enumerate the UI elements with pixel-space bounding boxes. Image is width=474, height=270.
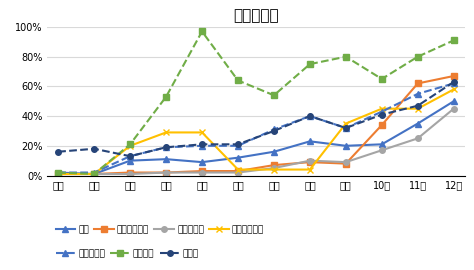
タイ xyxy=(163,157,169,161)
シンガポール xyxy=(271,163,277,167)
インド xyxy=(343,126,349,130)
タイ xyxy=(199,160,205,164)
タイ xyxy=(127,159,133,162)
タイ xyxy=(451,100,456,103)
フィリピン xyxy=(451,82,456,85)
Line: インドネシア: インドネシア xyxy=(55,87,456,177)
Line: インド: インド xyxy=(55,79,456,159)
マレーシア xyxy=(163,171,169,174)
ベトナム xyxy=(127,143,133,146)
インド xyxy=(199,143,205,146)
フィリピン xyxy=(91,171,97,174)
フィリピン xyxy=(415,92,420,95)
タイ xyxy=(55,171,61,174)
シンガポール xyxy=(199,170,205,173)
Line: ベトナム: ベトナム xyxy=(55,29,456,177)
マレーシア xyxy=(91,172,97,176)
インド xyxy=(379,113,385,116)
フィリピン xyxy=(379,110,385,113)
ベトナム xyxy=(163,95,169,99)
タイ xyxy=(379,143,385,146)
Title: 東南アジア: 東南アジア xyxy=(233,8,279,23)
マレーシア xyxy=(451,107,456,110)
シンガポール xyxy=(127,171,133,174)
マレーシア xyxy=(343,160,349,164)
ベトナム xyxy=(55,171,61,174)
インドネシア xyxy=(343,122,349,125)
タイ xyxy=(307,140,313,143)
Line: タイ: タイ xyxy=(55,99,456,177)
インドネシア xyxy=(199,131,205,134)
インドネシア xyxy=(163,131,169,134)
インドネシア xyxy=(235,168,241,171)
インド xyxy=(91,147,97,150)
インド xyxy=(163,146,169,149)
ベトナム xyxy=(415,55,420,58)
シンガポール xyxy=(307,160,313,164)
タイ xyxy=(415,122,420,125)
インド xyxy=(127,154,133,158)
マレーシア xyxy=(307,159,313,162)
マレーシア xyxy=(55,172,61,176)
フィリピン xyxy=(343,126,349,130)
Line: シンガポール: シンガポール xyxy=(55,73,456,177)
インド xyxy=(415,104,420,107)
シンガポール xyxy=(415,82,420,85)
マレーシア xyxy=(199,171,205,174)
マレーシア xyxy=(379,148,385,152)
シンガポール xyxy=(235,170,241,173)
フィリピン xyxy=(163,146,169,149)
ベトナム xyxy=(199,30,205,33)
マレーシア xyxy=(271,166,277,170)
ベトナム xyxy=(91,172,97,176)
フィリピン xyxy=(127,154,133,158)
インド xyxy=(451,80,456,84)
タイ xyxy=(91,172,97,176)
インドネシア xyxy=(127,144,133,147)
ベトナム xyxy=(379,77,385,80)
インド xyxy=(271,129,277,133)
ベトナム xyxy=(451,39,456,42)
フィリピン xyxy=(199,144,205,147)
Line: マレーシア: マレーシア xyxy=(55,106,456,177)
インドネシア xyxy=(415,107,420,110)
フィリピン xyxy=(271,128,277,131)
インド xyxy=(55,150,61,153)
インドネシア xyxy=(91,172,97,176)
ベトナム xyxy=(307,62,313,66)
マレーシア xyxy=(235,171,241,174)
シンガポール xyxy=(163,171,169,174)
シンガポール xyxy=(451,74,456,78)
ベトナム xyxy=(271,94,277,97)
インドネシア xyxy=(379,107,385,110)
ベトナム xyxy=(235,79,241,82)
インドネシア xyxy=(55,172,61,176)
インド xyxy=(235,143,241,146)
ベトナム xyxy=(343,55,349,58)
シンガポール xyxy=(91,172,97,176)
タイ xyxy=(343,144,349,147)
シンガポール xyxy=(55,172,61,176)
インド xyxy=(307,114,313,118)
インドネシア xyxy=(271,168,277,171)
Line: フィリピン: フィリピン xyxy=(55,81,456,175)
シンガポール xyxy=(343,162,349,165)
タイ xyxy=(235,156,241,159)
マレーシア xyxy=(127,172,133,176)
フィリピン xyxy=(55,171,61,174)
フィリピン xyxy=(307,114,313,118)
フィリピン xyxy=(235,144,241,147)
Legend: フィリピン, ベトナム, インド: フィリピン, ベトナム, インド xyxy=(52,245,202,262)
インドネシア xyxy=(307,168,313,171)
インドネシア xyxy=(451,88,456,91)
タイ xyxy=(271,150,277,153)
マレーシア xyxy=(415,137,420,140)
シンガポール xyxy=(379,123,385,127)
